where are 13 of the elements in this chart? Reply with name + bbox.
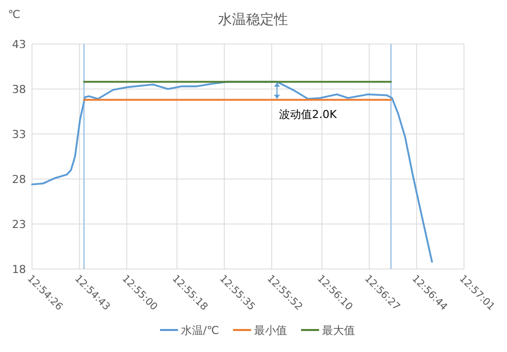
legend-label: 水温/℃ bbox=[181, 324, 220, 337]
y-tick-label: 28 bbox=[12, 173, 26, 186]
y-tick-label: 18 bbox=[12, 263, 26, 276]
y-tick-label: 43 bbox=[12, 38, 26, 51]
y-axis-title: ℃ bbox=[8, 8, 20, 21]
chart-title: 水温稳定性 bbox=[218, 12, 288, 28]
y-tick-label: 33 bbox=[12, 128, 26, 141]
line-series bbox=[31, 80, 433, 263]
legend-label: 最大值 bbox=[322, 324, 356, 337]
y-tick-label: 23 bbox=[12, 218, 26, 231]
legend-label: 最小值 bbox=[254, 324, 288, 337]
y-tick-label: 38 bbox=[12, 83, 26, 96]
annotation: 波动值2.0K bbox=[278, 108, 338, 121]
